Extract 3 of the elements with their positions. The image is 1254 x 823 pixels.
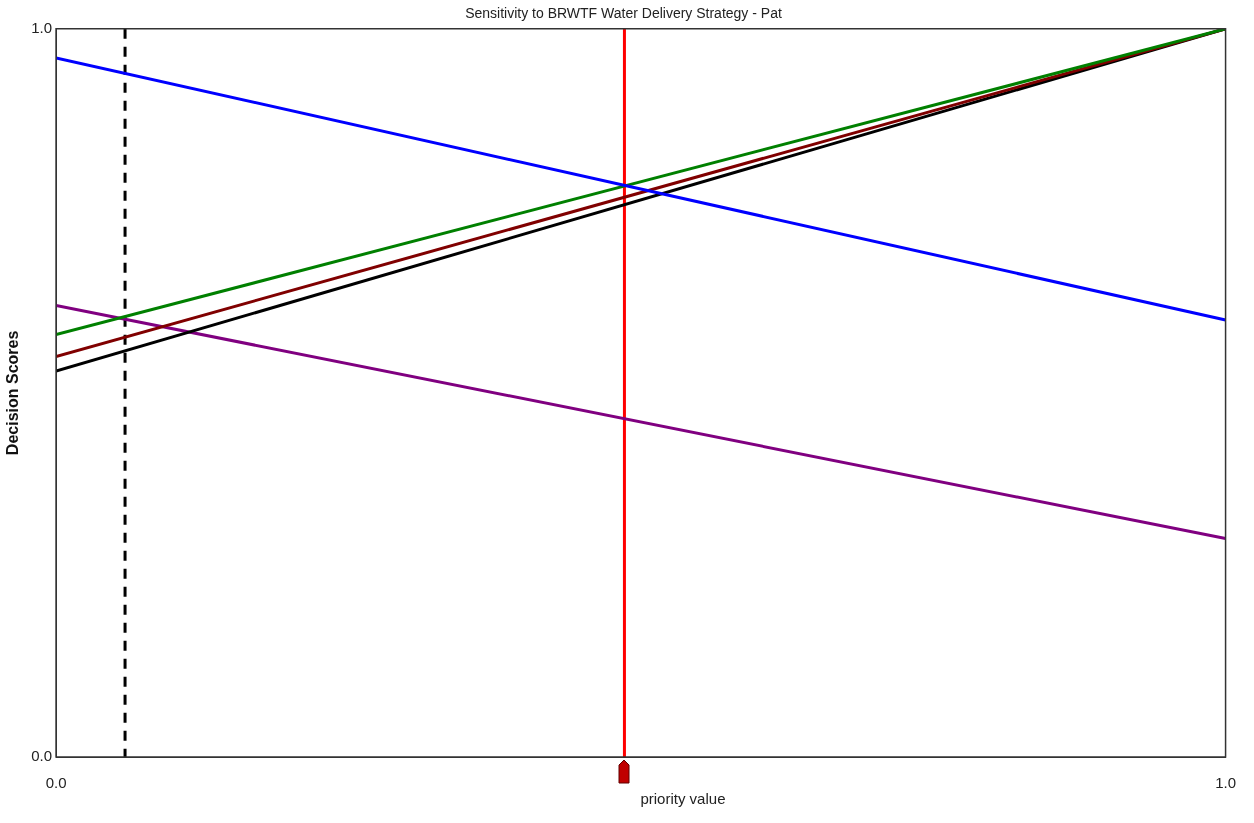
x-axis-title: priority value: [640, 790, 726, 807]
chart-title: Sensitivity to BRWTF Water Delivery Strategy - Pat: [465, 5, 782, 22]
y-axis-title: Decision Scores: [4, 330, 22, 456]
